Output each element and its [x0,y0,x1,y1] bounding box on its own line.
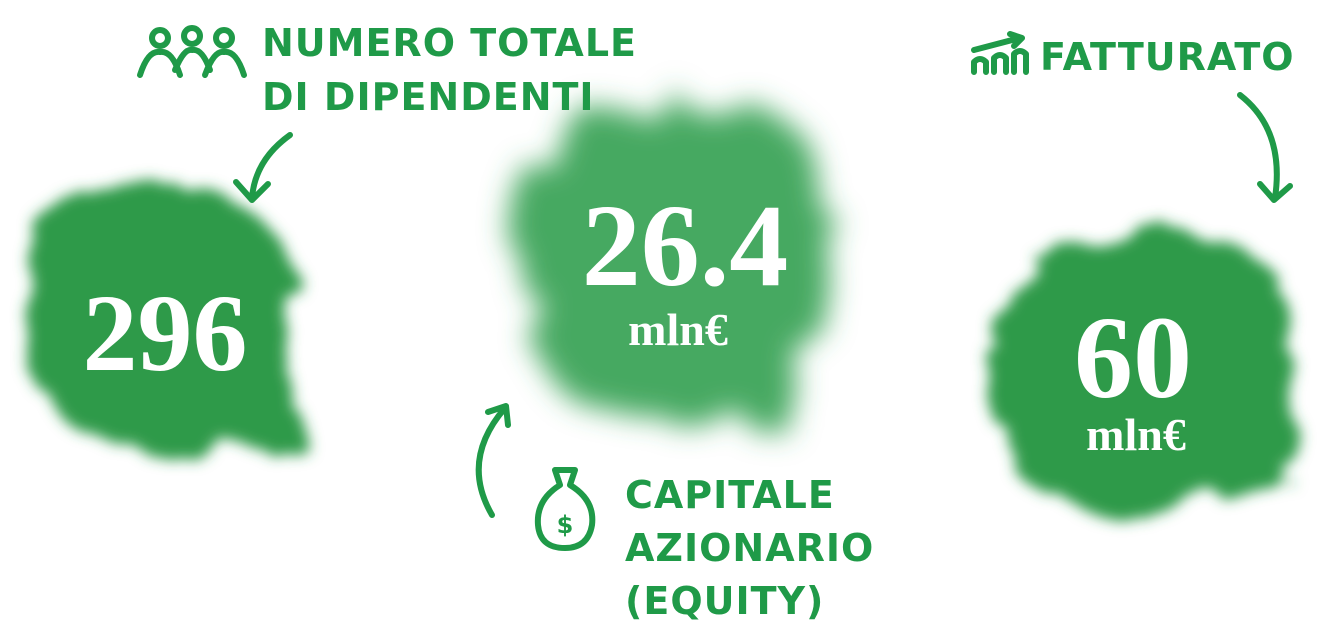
moneybag-icon: $ [538,470,592,548]
stat-label: CAPITALE [625,473,835,517]
arrow [236,135,290,200]
stat-label: NUMERO TOTALE [262,21,637,65]
stat-unit: mln€ [628,304,728,355]
stat-label: FATTURATO [1040,35,1295,79]
arrow [479,406,508,515]
arrow [1240,95,1290,200]
stat-label: AZIONARIO [625,526,874,570]
svg-text:$: $ [557,511,574,539]
stat-label: (EQUITY) [625,579,824,623]
stat-unit: mln€ [1086,409,1186,460]
infographic: $ NUMERO TOTALE DI DIPENDENTI CAPITALE A… [0,0,1332,634]
chart-icon [974,34,1026,72]
stat-label: DI DIPENDENTI [262,75,595,119]
stat-value: 60 [1074,292,1192,423]
people-icon [140,28,244,75]
stat-value: 26.4 [582,180,789,311]
stat-value: 296 [83,272,248,394]
